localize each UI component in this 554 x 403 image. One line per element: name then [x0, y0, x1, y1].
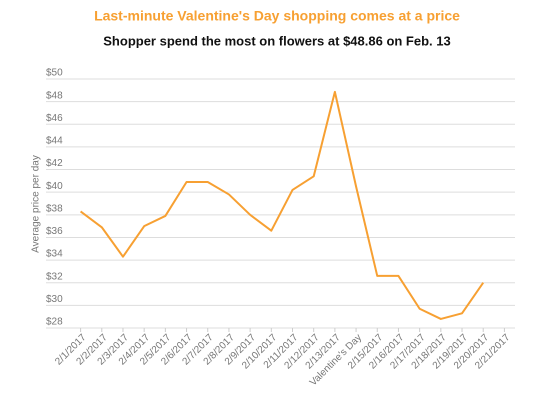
y-tick-label: $30: [46, 294, 63, 305]
y-tick-label: $44: [46, 136, 63, 147]
line-series: [79, 90, 485, 320]
y-tick-label: $34: [46, 249, 63, 260]
chart-title: Last-minute Valentine's Day shopping com…: [94, 8, 460, 24]
y-tick-label: $28: [46, 317, 63, 328]
y-axis-label: Average price per day: [31, 155, 42, 253]
y-tick-label: $38: [46, 203, 63, 214]
y-tick-label: $48: [46, 90, 63, 101]
y-tick-label: $42: [46, 158, 63, 169]
y-tick-label: $32: [46, 271, 63, 282]
chart-subtitle: Shopper spend the most on flowers at $48…: [103, 33, 450, 48]
y-tick-label: $50: [46, 68, 63, 79]
y-tick-label: $40: [46, 181, 63, 192]
y-tick-label: $46: [46, 113, 63, 124]
y-tick-label: $36: [46, 226, 63, 237]
